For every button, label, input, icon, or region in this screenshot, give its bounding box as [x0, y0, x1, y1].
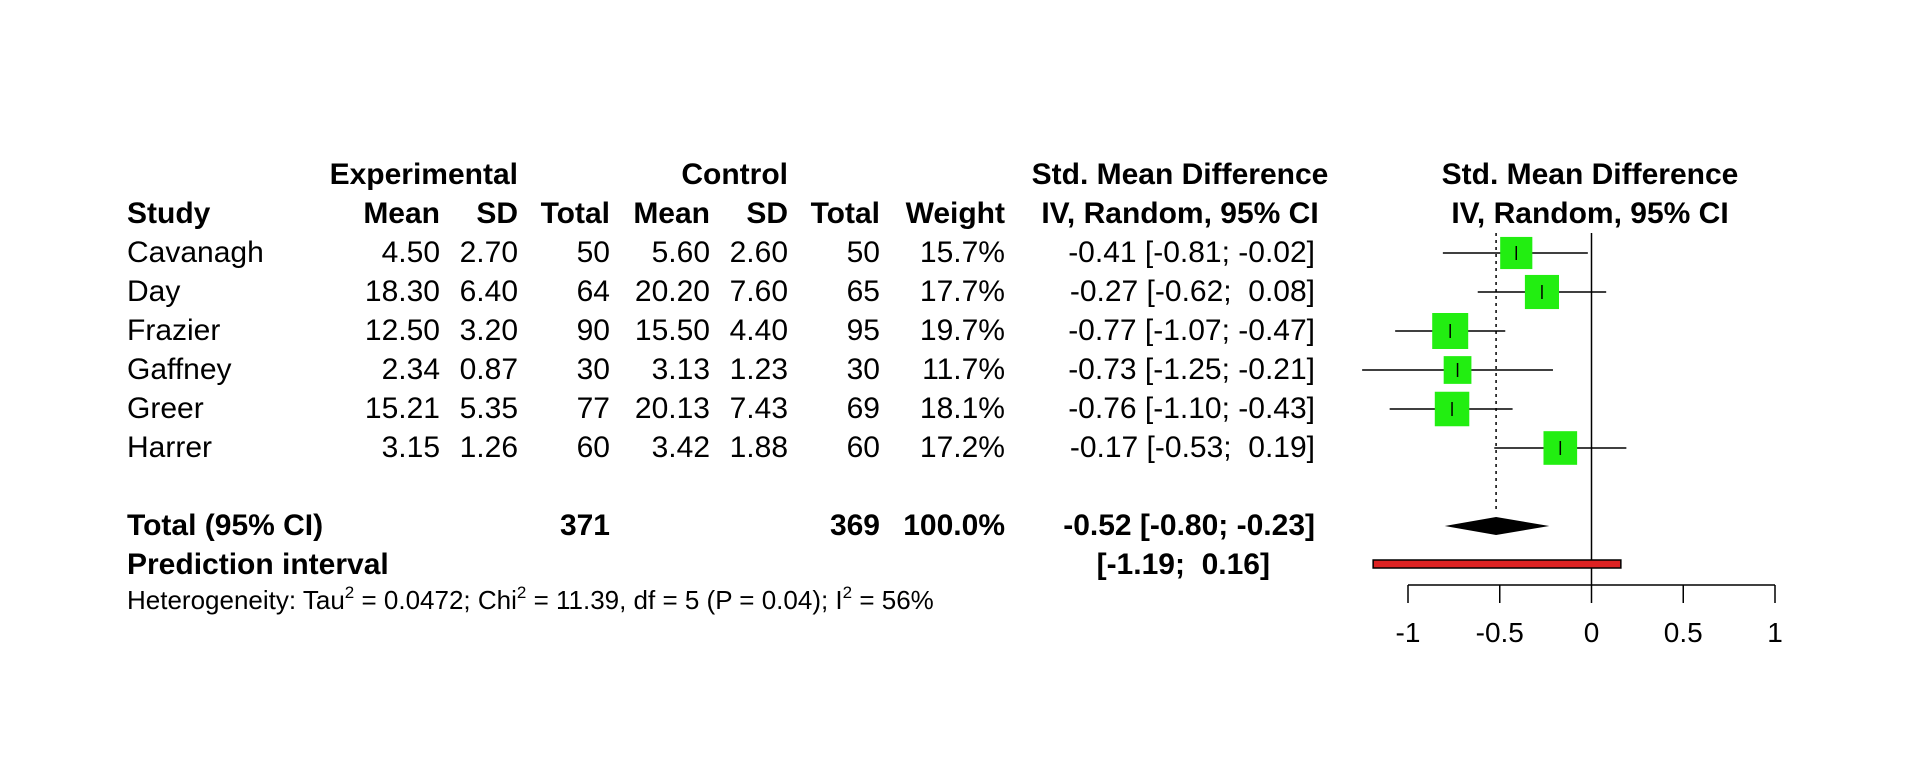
x-axis-tick-label: -0.5 [1476, 617, 1524, 648]
ctl-total: 50 [846, 236, 880, 269]
study-name: Day [127, 275, 181, 308]
exp-total: 90 [576, 314, 610, 347]
exp-mean: 18.30 [364, 275, 440, 308]
smd-text: -0.73 [-1.25; -0.21] [1068, 353, 1315, 386]
exp-total: 64 [576, 275, 610, 308]
ctl-total: 30 [846, 353, 880, 386]
ctl-sd: 4.40 [729, 314, 788, 347]
study-name: Cavanagh [127, 236, 264, 269]
weight: 11.7% [922, 353, 1005, 386]
smd-table-header: Std. Mean Difference [1031, 158, 1329, 191]
weight: 18.1% [919, 392, 1005, 425]
ctl-sd: 7.43 [729, 392, 788, 425]
weight: 17.7% [919, 275, 1005, 308]
exp-total: 77 [576, 392, 610, 425]
weight: 15.7% [919, 236, 1005, 269]
prediction-label: Prediction interval [127, 548, 389, 581]
smd-text: -0.41 [-0.81; -0.02] [1068, 236, 1315, 269]
het-tau-exponent: 2 [344, 583, 355, 602]
smd-text: -0.17 [-0.53; 0.19] [1069, 431, 1315, 464]
weight: 19.7% [919, 314, 1005, 347]
weight-column-header: Weight [905, 197, 1005, 230]
ctl-mean: 3.13 [651, 353, 710, 386]
x-axis-tick-label: 0.5 [1664, 617, 1703, 648]
control-group-header: Control [681, 158, 788, 191]
study-name: Frazier [127, 314, 221, 347]
exp-total-column-header: Total [540, 197, 610, 230]
ctl-mean: 5.60 [651, 236, 710, 269]
heterogeneity-statistics: Heterogeneity: Tau2 = 0.0472; Chi2 = 11.… [127, 583, 934, 617]
exp-mean: 12.50 [364, 314, 440, 347]
study-column-header: Study [127, 197, 211, 230]
ctl-mean: 15.50 [634, 314, 710, 347]
exp-sd: 1.26 [459, 431, 518, 464]
exp-mean: 4.50 [381, 236, 440, 269]
total-exp-n: 371 [559, 509, 610, 542]
study-name: Harrer [127, 431, 213, 464]
study-name: Gaffney [127, 353, 232, 386]
ctl-total: 60 [846, 431, 880, 464]
total-weight: 100.0% [903, 509, 1005, 542]
exp-total: 30 [576, 353, 610, 386]
total-label: Total (95% CI) [127, 509, 324, 542]
x-axis-tick-label: 1 [1767, 617, 1783, 648]
ctl-total: 69 [846, 392, 880, 425]
ctl-total-column-header: Total [810, 197, 880, 230]
exp-mean-column-header: Mean [363, 197, 440, 230]
exp-mean: 15.21 [364, 392, 440, 425]
ctl-mean-column-header: Mean [633, 197, 710, 230]
smd-table-subheader: IV, Random, 95% CI [1041, 197, 1319, 230]
exp-sd: 3.20 [459, 314, 518, 347]
ctl-sd: 1.88 [729, 431, 788, 464]
smd-text: -0.27 [-0.62; 0.08] [1069, 275, 1315, 308]
exp-sd: 5.35 [459, 392, 518, 425]
exp-total: 50 [576, 236, 610, 269]
ctl-mean: 20.20 [634, 275, 710, 308]
exp-mean: 3.15 [381, 431, 440, 464]
ctl-sd: 2.60 [729, 236, 788, 269]
ctl-sd: 1.23 [729, 353, 788, 386]
ctl-mean: 20.13 [634, 392, 710, 425]
experimental-group-header: Experimental [329, 158, 518, 191]
prediction-text: [-1.19; 0.16] [1096, 548, 1270, 581]
smd-plot-header: Std. Mean Difference [1441, 158, 1739, 191]
exp-sd: 6.40 [459, 275, 518, 308]
exp-sd: 0.87 [459, 353, 518, 386]
prediction-interval-bar [1372, 559, 1622, 569]
pooled-effect-diamond [1444, 517, 1550, 535]
het-tau-label: Heterogeneity: Tau [127, 585, 345, 615]
exp-mean: 2.34 [381, 353, 440, 386]
weight: 17.2% [919, 431, 1005, 464]
ctl-sd: 7.60 [729, 275, 788, 308]
exp-total: 60 [576, 431, 610, 464]
ctl-mean: 3.42 [651, 431, 710, 464]
total-smd-text: -0.52 [-0.80; -0.23] [1063, 509, 1315, 542]
het-i-exponent: 2 [842, 583, 853, 602]
x-axis-tick-label: 0 [1584, 617, 1600, 648]
smd-plot-subheader: IV, Random, 95% CI [1451, 197, 1729, 230]
het-tau-value: = 0.0472; Chi [354, 585, 517, 615]
study-name: Greer [127, 392, 204, 425]
ctl-total: 65 [846, 275, 880, 308]
smd-text: -0.76 [-1.10; -0.43] [1068, 392, 1315, 425]
ctl-sd-column-header: SD [746, 197, 788, 230]
x-axis-tick-label: -1 [1396, 617, 1421, 648]
het-chi-value: = 11.39, df = 5 (P = 0.04); I [526, 585, 843, 615]
exp-sd: 2.70 [459, 236, 518, 269]
total-ctl-n: 369 [829, 509, 880, 542]
exp-sd-column-header: SD [476, 197, 518, 230]
het-chi-exponent: 2 [516, 583, 527, 602]
smd-text: -0.77 [-1.07; -0.47] [1068, 314, 1315, 347]
het-i-value: = 56% [852, 585, 934, 615]
ctl-total: 95 [846, 314, 880, 347]
